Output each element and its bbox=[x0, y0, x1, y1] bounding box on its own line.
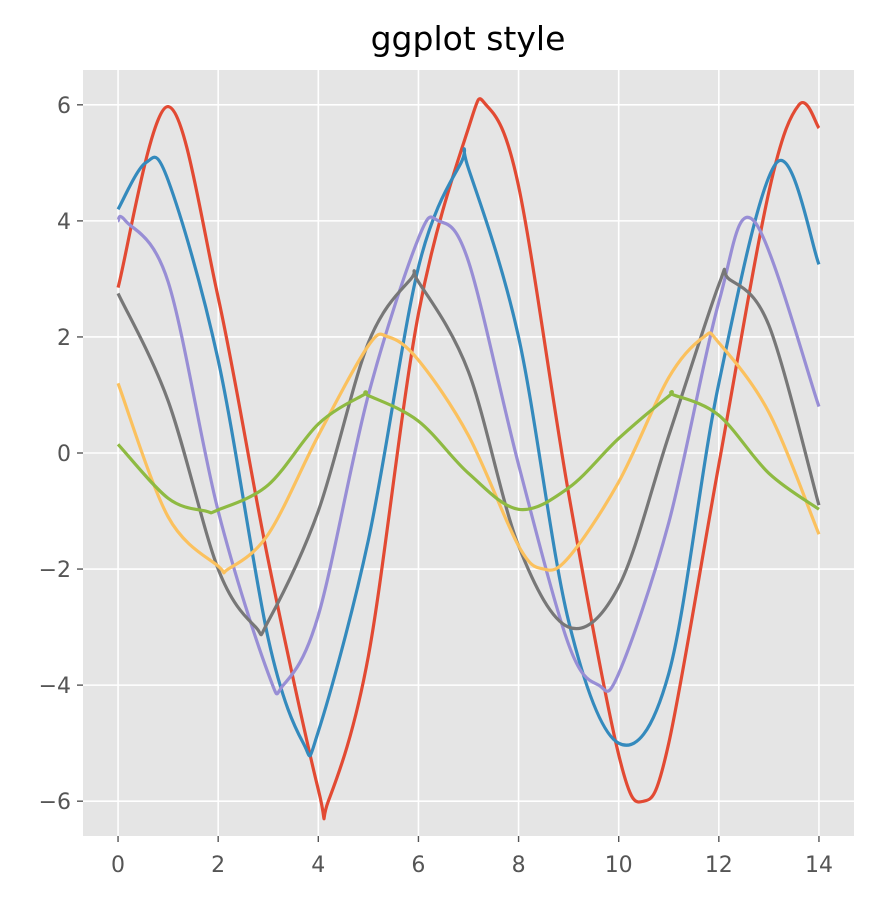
series-line-5 bbox=[116, 331, 821, 575]
series-line-1 bbox=[116, 97, 821, 821]
y-tick-label: −4 bbox=[39, 674, 71, 699]
x-tick-label: 8 bbox=[512, 853, 526, 878]
x-tick-label: 4 bbox=[311, 853, 325, 878]
y-tick-label: −6 bbox=[39, 790, 71, 815]
series-line-6 bbox=[116, 390, 820, 515]
y-tick-label: −2 bbox=[39, 558, 71, 583]
y-tick-label: 0 bbox=[57, 442, 71, 467]
y-tick-label: 6 bbox=[57, 94, 71, 119]
y-tick-label: 2 bbox=[57, 326, 71, 351]
axis-ticks bbox=[77, 104, 820, 842]
x-tick-label: 12 bbox=[705, 853, 733, 878]
grid-lines bbox=[83, 70, 854, 836]
series-line-4 bbox=[116, 267, 821, 637]
x-tick-label: 14 bbox=[805, 853, 833, 878]
x-tick-label: 6 bbox=[411, 853, 425, 878]
series-lines bbox=[116, 97, 821, 821]
x-tick-label: 0 bbox=[111, 853, 125, 878]
series-line-2 bbox=[116, 147, 821, 758]
series-line-3 bbox=[116, 214, 821, 696]
y-tick-label: 4 bbox=[57, 210, 71, 235]
chart-title: ggplot style bbox=[371, 19, 566, 58]
x-tick-label: 2 bbox=[211, 853, 225, 878]
plot-area bbox=[77, 70, 854, 842]
x-tick-label: 10 bbox=[605, 853, 633, 878]
tick-labels: 0 2 4 6 8 10 12 14 −6 −4 −2 0 2 4 6 bbox=[39, 94, 833, 878]
